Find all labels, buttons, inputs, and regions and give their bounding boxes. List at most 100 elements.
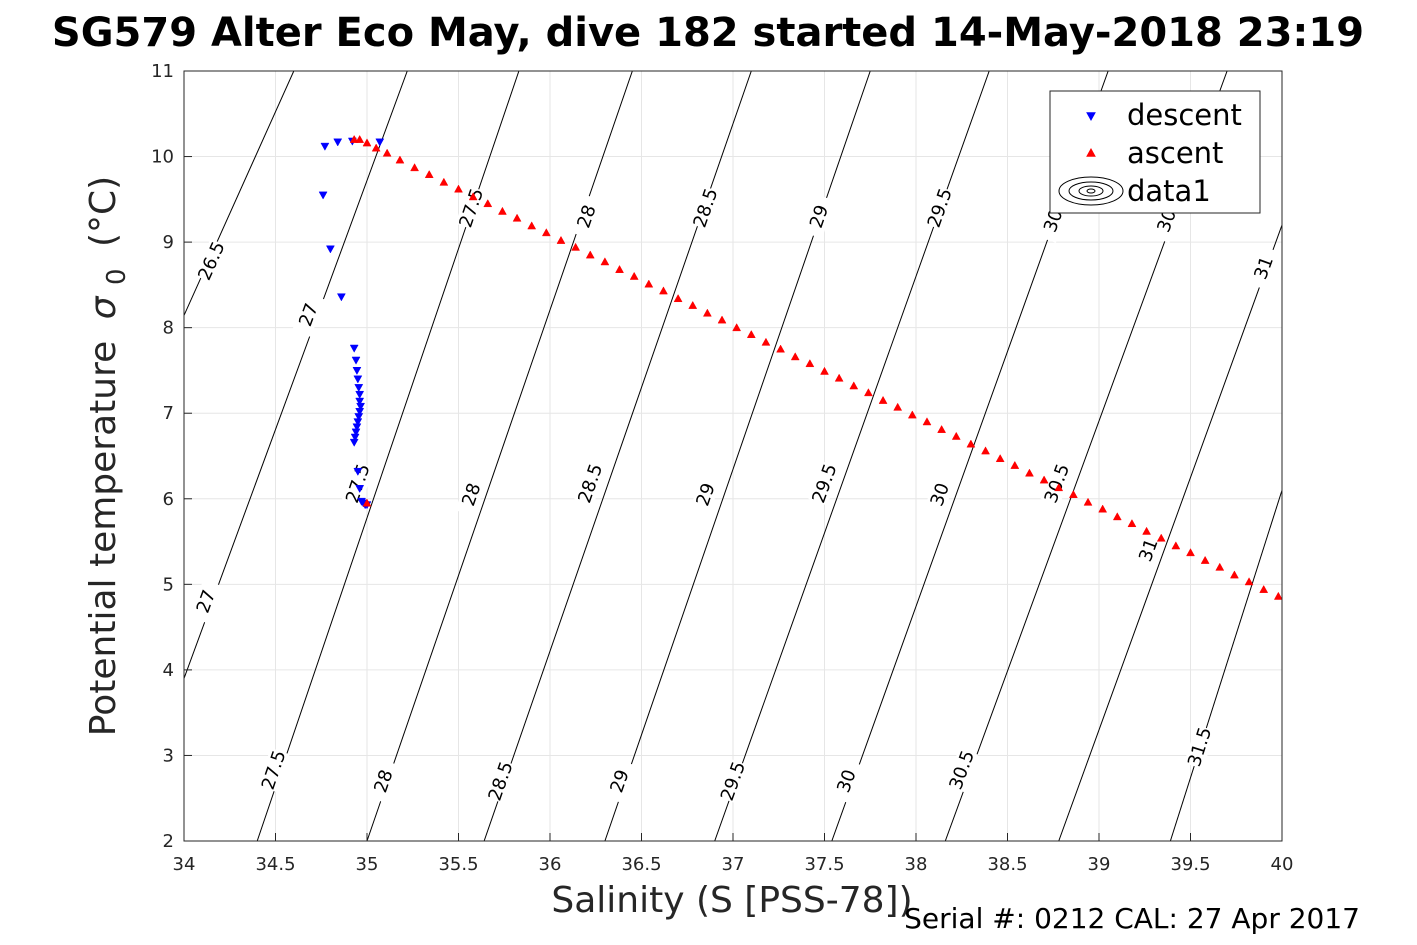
legend-box [1049,90,1261,214]
x-tick-label: 38 [905,854,928,875]
ascent-point [805,359,815,368]
ascent-point [776,344,786,353]
ascent-point [1156,533,1166,542]
ascent-point [1229,570,1239,579]
x-tick-label: 39.5 [1170,854,1210,875]
ascent-point [1171,541,1181,550]
ascent-point [746,329,756,338]
legend-descent-triangle [1086,112,1096,122]
ascent-point [820,366,829,375]
ascent-point [382,148,392,157]
x-tick-label: 38.5 [987,854,1027,875]
ascent-point [907,410,917,419]
ascent-point [483,199,493,208]
x-axis-ticks: 34 34.5 35 35.5 36 36.5 37 37.5 38 38.5 39 39.5 40 [173,833,1293,875]
descent-point [351,356,361,365]
ascent-point [688,300,698,309]
x-tick-label: 36.5 [621,854,661,875]
x-tick-label: 35.5 [438,854,478,875]
contour-line [184,71,408,679]
legend-ascent-triangle [1086,147,1096,157]
ascent-point [349,134,359,143]
descent-series [318,137,385,510]
descent-point [356,402,366,411]
ascent-point [1244,577,1254,586]
descent-point [353,418,363,427]
y-axis-label-main: Potential temperature [83,341,124,736]
descent-point [325,245,335,254]
ascent-point [556,235,566,244]
descent-point [355,485,365,494]
contour-label-bg [803,194,835,239]
ascent-point [659,286,668,295]
descent-point [349,344,359,353]
contour-label-bg [689,472,722,517]
ascent-point [1200,555,1210,564]
ascent-point [790,352,800,361]
ascent-point [541,228,551,237]
ascent-point [571,242,581,251]
ascent-point [410,163,420,172]
ascent-point [527,221,537,230]
ascent-point [981,446,990,455]
ascent-point [863,388,873,397]
ascent-point [1127,519,1137,528]
y-axis-label-subscript: 0 [102,268,132,285]
ascent-point [1083,497,1093,506]
ascent-point [395,155,405,164]
descent-point [349,438,359,447]
descent-point [320,142,330,151]
ascent-point [1025,468,1034,477]
y-tick-label: 8 [163,318,174,339]
ascent-point [893,402,903,411]
descent-point [354,413,364,422]
serial-calibration-footer: Serial #: 0212 CAL: 27 Apr 2017 [904,902,1360,935]
chart-title: SG579 Alter Eco May, dive 182 started 14… [52,10,1364,56]
descent-point [336,293,346,302]
x-tick-label: 37 [722,854,745,875]
y-tick-label: 5 [163,574,174,595]
contour-label-bg [830,758,863,804]
y-tick-label: 2 [163,831,174,852]
x-tick-label: 39 [1088,854,1111,875]
legend-contour-icon [1058,176,1124,206]
descent-point [333,138,343,147]
legend-descent-label: descent [1127,98,1242,132]
legend-contour-label: data1 [1127,174,1211,208]
descent-point [375,138,385,147]
x-axis-label: Salinity (S [PSS-78]) [551,880,912,921]
ascent-point [732,323,742,332]
legend-descent-marker [1086,112,1096,122]
descent-point [318,191,328,200]
contour-label-bg [292,292,325,338]
contour-line [184,71,295,317]
contour-label-bg [689,185,722,231]
ascent-point [995,454,1005,463]
ascent-point [1186,548,1195,557]
contour-label-bg [455,472,488,517]
descent-point [355,397,365,406]
contour-label-bg [189,579,223,624]
ascent-point [937,424,947,433]
ascent-point [673,294,683,303]
contour-label-bg [945,747,979,793]
ascent-point [644,279,654,288]
ascent-point [702,308,712,317]
ascent-point [1273,591,1283,600]
ascent-point [1039,475,1049,484]
y-tick-label: 10 [151,147,174,168]
descent-point [353,375,363,384]
y-tick-label: 7 [163,403,174,424]
y-tick-label: 9 [163,232,174,253]
y-axis-label-symbol: σ [83,295,124,319]
y-axis-label: Potential temperature σ 0 (°C) [83,176,134,736]
ascent-point [585,250,595,259]
contour-label-bg [716,758,750,804]
contour-label-bg [923,472,956,517]
ascent-point [629,271,639,280]
ascent-point [1098,504,1108,513]
contour-label-bg [808,461,841,506]
descent-point [354,384,364,393]
contour-label-bg [923,185,956,231]
ascent-point [849,381,859,390]
